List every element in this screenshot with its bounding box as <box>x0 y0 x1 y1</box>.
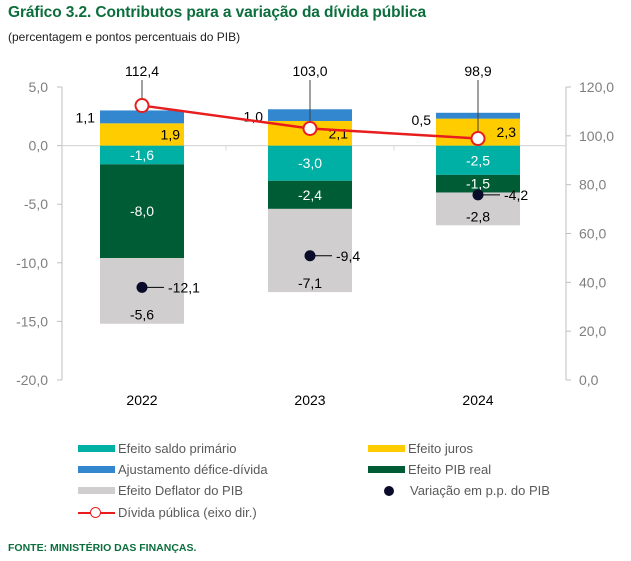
scatter-point <box>304 250 316 262</box>
scatter-point <box>136 281 148 293</box>
right-axis-tick-label: 100,0 <box>579 128 614 144</box>
chart-title: Gráfico 3.2. Contributos para a variação… <box>8 4 426 21</box>
bar-efeito-pib-real <box>100 164 184 259</box>
right-axis-tick-label: 120,0 <box>579 79 614 95</box>
scatter-data-label: -12,1 <box>168 279 200 295</box>
scatter-data-label: -4,2 <box>504 187 528 203</box>
chart-subtitle: (percentagem e pontos percentuais do PIB… <box>8 30 241 44</box>
left-axis-tick-label: 0,0 <box>29 138 49 154</box>
bar-data-label: 0,5 <box>412 112 432 128</box>
bar-data-label: -3,0 <box>298 155 322 171</box>
right-axis-tick-label: 20,0 <box>579 323 606 339</box>
bar-data-label: 2,1 <box>329 125 349 141</box>
bar-data-label: 1,1 <box>76 109 96 125</box>
right-axis-tick-label: 80,0 <box>579 177 606 193</box>
bar-efeito-pib-real <box>436 174 520 193</box>
debt-data-label: 98,9 <box>464 63 491 79</box>
right-axis-tick-label: 40,0 <box>579 274 606 290</box>
debt-marker <box>134 98 150 114</box>
debt-marker <box>470 131 486 147</box>
debt-data-label: 112,4 <box>125 63 159 79</box>
left-axis-tick-label: -20,0 <box>16 372 48 388</box>
bar-data-label: -2,4 <box>298 187 322 203</box>
bar-efeito-saldo-primario <box>268 145 352 181</box>
left-axis-tick-label: -15,0 <box>16 313 48 329</box>
bar-data-label: -5,6 <box>130 307 154 323</box>
bar-data-label: -7,1 <box>298 275 322 291</box>
category-label: 2024 <box>462 392 493 408</box>
right-axis-tick-label: 60,0 <box>579 226 606 242</box>
bar-data-label: -2,5 <box>466 152 490 168</box>
bar-data-label: -1,6 <box>130 147 154 163</box>
scatter-point <box>472 189 484 201</box>
bar-data-label: -8,0 <box>130 203 154 219</box>
category-label: 2022 <box>126 392 157 408</box>
bar-efeito-saldo-primario <box>436 145 520 175</box>
bar-ajustamento-defice-divida <box>100 110 184 124</box>
bar-efeito-pib-real <box>268 180 352 209</box>
right-axis-tick-label: 0,0 <box>579 372 599 388</box>
left-axis-tick-label: -5,0 <box>24 196 48 212</box>
bar-data-label: 1,9 <box>161 126 181 142</box>
left-axis-tick-label: 5,0 <box>29 79 49 95</box>
source-note: FONTE: MINISTÉRIO DAS FINANÇAS. <box>8 542 197 554</box>
scatter-data-label: -9,4 <box>336 248 360 264</box>
bar-data-label: -1,5 <box>466 176 490 192</box>
left-axis-tick-label: -10,0 <box>16 255 48 271</box>
debt-marker <box>302 121 318 137</box>
category-label: 2023 <box>294 392 325 408</box>
bar-data-label: 2,3 <box>497 124 517 140</box>
bar-efeito-saldo-primario <box>100 145 184 165</box>
debt-data-label: 103,0 <box>292 63 327 79</box>
bar-efeito-juros <box>100 123 184 146</box>
bar-data-label: -2,8 <box>466 208 490 224</box>
